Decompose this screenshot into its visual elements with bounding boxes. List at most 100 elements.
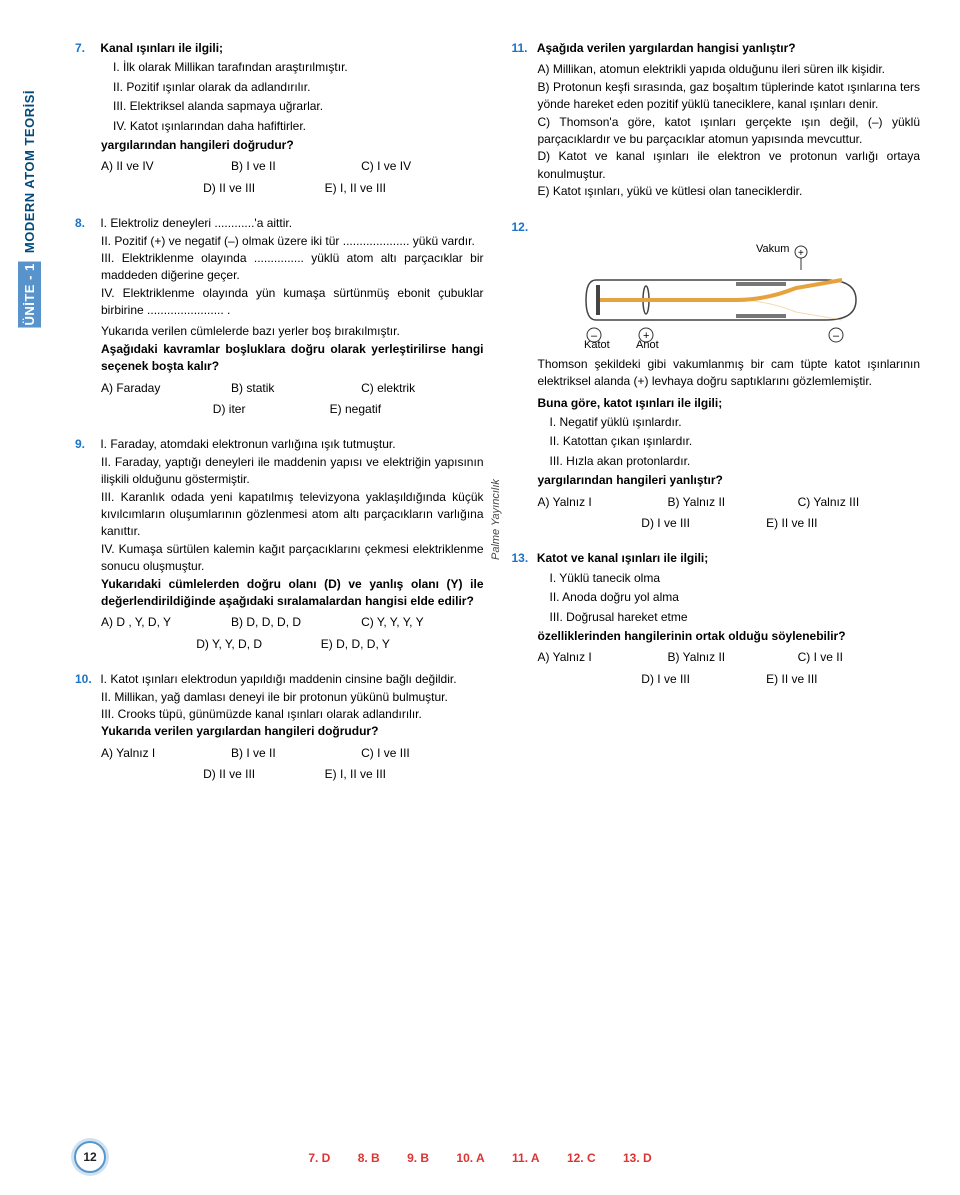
q9-iii: III. Karanlık odada yeni kapatılmış tele… [75, 489, 484, 541]
opt: B) Yalnız II [668, 494, 790, 511]
page-number: 12 [74, 1141, 106, 1173]
question-10: 10. I. Katot ışınları elektrodun yapıldı… [75, 671, 484, 783]
q-number: 7. [75, 40, 97, 57]
q13-ii: II. Anoda doğru yol alma [550, 589, 921, 606]
opt: A) Yalnız I [538, 494, 660, 511]
ans: 9. B [407, 1151, 429, 1165]
q-number: 8. [75, 215, 97, 232]
crt-diagram: Vakum + – [566, 240, 866, 350]
q9-ask: Yukarıdaki cümlelerden doğru olanı (D) v… [75, 576, 484, 611]
q13-options: A) Yalnız I B) Yalnız II C) I ve II [512, 649, 921, 666]
opt: A) Yalnız I [538, 649, 660, 666]
q12-options: A) Yalnız I B) Yalnız II C) Yalnız III [512, 494, 921, 511]
q7-iii: III. Elektriksel alanda sapmaya uğrarlar… [113, 98, 484, 115]
opt: E) II ve III [729, 671, 855, 688]
opt: B) D, D, D, D [231, 614, 353, 631]
side-tab: ÜNİTE - 1 MODERN ATOM TEORİSİ [18, 90, 41, 328]
q9-ii: II. Faraday, yaptığı deneyleri ile madde… [75, 454, 484, 489]
chapter-title: MODERN ATOM TEORİSİ [22, 90, 37, 253]
q10-i: I. Katot ışınları elektrodun yapıldığı m… [100, 672, 456, 686]
q13-i: I. Yüklü tanecik olma [550, 570, 921, 587]
vacuum-label: Vakum [756, 243, 789, 255]
q11-c: C) Thomson'a göre, katot ışınları gerçek… [512, 114, 921, 149]
q9-options: A) D , Y, D, Y B) D, D, D, D C) Y, Y, Y,… [75, 614, 484, 631]
opt: D) Y, Y, D, D [166, 636, 292, 653]
question-8: 8. I. Elektroliz deneyleri ............'… [75, 215, 484, 418]
opt: C) Yalnız III [798, 494, 920, 511]
question-11: 11. Aşağıda verilen yargılardan hangisi … [512, 40, 921, 201]
opt: D) I ve III [603, 671, 729, 688]
opt: E) I, II ve III [292, 180, 418, 197]
q13-lead: Katot ve kanal ışınları ile ilgili; [537, 551, 708, 565]
q9-i: I. Faraday, atomdaki elektronun varlığın… [100, 437, 395, 451]
q8-i: I. Elektroliz deneyleri ............'a a… [100, 216, 292, 230]
ans: 13. D [623, 1151, 652, 1165]
q11-a: A) Millikan, atomun elektrikli yapıda ol… [512, 61, 921, 78]
opt: E) II ve III [729, 515, 855, 532]
right-column: 11. Aşağıda verilen yargılardan hangisi … [512, 40, 921, 801]
q13-ask: özelliklerinden hangilerinin ortak olduğ… [512, 628, 921, 645]
ans: 8. B [358, 1151, 380, 1165]
opt: D) II ve III [166, 180, 292, 197]
question-7: 7. Kanal ışınları ile ilgili; I. İlk ola… [75, 40, 484, 197]
publisher-label: Palme Yayıncılık [490, 479, 502, 560]
ans: 12. C [567, 1151, 596, 1165]
opt: C) I ve IV [361, 158, 483, 175]
q13-iii: III. Doğrusal hareket etme [550, 609, 921, 626]
q-number: 11. [512, 40, 534, 57]
q12-ii: II. Katottan çıkan ışınlardır. [550, 433, 921, 450]
q7-options: A) II ve IV B) I ve II C) I ve IV [75, 158, 484, 175]
ans: 7. D [308, 1151, 330, 1165]
opt: E) negatif [292, 401, 418, 418]
q11-d: D) Katot ve kanal ışınları ile elektron … [512, 148, 921, 183]
opt: E) I, II ve III [292, 766, 418, 783]
opt: C) Y, Y, Y, Y [361, 614, 483, 631]
q7-i: I. İlk olarak Millikan tarafından araştı… [113, 59, 484, 76]
q7-options-2: D) II ve III E) I, II ve III [75, 180, 484, 197]
unit-badge: ÜNİTE - 1 [18, 261, 41, 327]
q8-iii: III. Elektriklenme olayında ............… [75, 250, 484, 285]
q12-options-2: D) I ve III E) II ve III [512, 515, 921, 532]
q-number: 10. [75, 671, 97, 688]
opt: A) D , Y, D, Y [101, 614, 223, 631]
q-number: 12. [512, 219, 534, 236]
opt: A) II ve IV [101, 158, 223, 175]
opt: D) I ve III [603, 515, 729, 532]
opt: D) iter [166, 401, 292, 418]
q9-options-2: D) Y, Y, D, D E) D, D, D, Y [75, 636, 484, 653]
opt: B) Yalnız II [668, 649, 790, 666]
q9-iv: IV. Kumaşa sürtülen kalemin kağıt parçac… [75, 541, 484, 576]
opt: A) Yalnız I [101, 745, 223, 762]
q10-options: A) Yalnız I B) I ve II C) I ve III [75, 745, 484, 762]
page: ÜNİTE - 1 MODERN ATOM TEORİSİ Palme Yayı… [0, 0, 960, 1195]
q8-options: A) Faraday B) statik C) elektrik [75, 380, 484, 397]
q-number: 9. [75, 436, 97, 453]
q10-ask: Yukarıda verilen yargılardan hangileri d… [75, 723, 484, 740]
q7-iv: IV. Katot ışınlarından daha hafiftirler. [113, 118, 484, 135]
svg-text:–: – [833, 330, 840, 342]
q8-options-2: D) iter E) negatif [75, 401, 484, 418]
q12-p1: Thomson şekildeki gibi vakumlanmış bir c… [512, 356, 921, 391]
q7-lead: Kanal ışınları ile ilgili; [100, 41, 223, 55]
q11-b: B) Protonun keşfi sırasında, gaz boşaltı… [512, 79, 921, 114]
q12-ask: yargılarından hangileri yanlıştır? [512, 472, 921, 489]
q8-ii: II. Pozitif (+) ve negatif (–) olmak üze… [75, 233, 484, 250]
q8-iv: IV. Elektriklenme olayında yün kumaşa sü… [75, 285, 484, 320]
q10-ii: II. Millikan, yağ damlası deneyi ile bir… [75, 689, 484, 706]
q13-options-2: D) I ve III E) II ve III [512, 671, 921, 688]
opt: B) statik [231, 380, 353, 397]
q10-options-2: D) II ve III E) I, II ve III [75, 766, 484, 783]
q11-lead: Aşağıda verilen yargılardan hangisi yanl… [537, 41, 796, 55]
left-column: 7. Kanal ışınları ile ilgili; I. İlk ola… [75, 40, 484, 801]
q12-i: I. Negatif yüklü ışınlardır. [550, 414, 921, 431]
q10-iii: III. Crooks tüpü, günümüzde kanal ışınla… [75, 706, 484, 723]
q7-ask: yargılarından hangileri doğrudur? [75, 137, 484, 154]
anode-label: Anot [636, 339, 659, 350]
opt: C) elektrik [361, 380, 483, 397]
question-9: 9. I. Faraday, atomdaki elektronun varlı… [75, 436, 484, 653]
q8-mid: Yukarıda verilen cümlelerde bazı yerler … [75, 323, 484, 340]
plus-label: + [798, 248, 804, 259]
q11-e: E) Katot ışınları, yükü ve kütlesi olan … [512, 183, 921, 200]
q7-ii: II. Pozitif ışınlar olarak da adlandırıl… [113, 79, 484, 96]
opt: D) II ve III [166, 766, 292, 783]
